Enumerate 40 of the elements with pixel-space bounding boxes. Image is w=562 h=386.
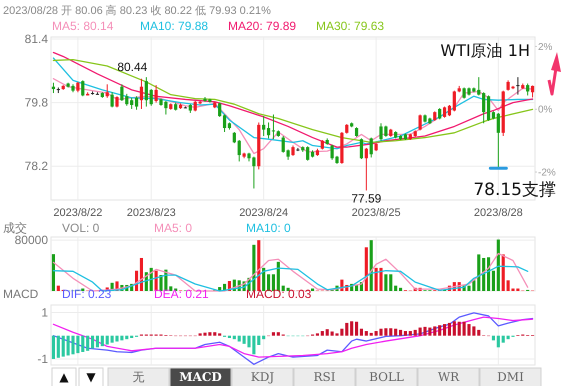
y-tick-label: 79.8 xyxy=(24,96,48,110)
category-label: WR xyxy=(438,370,460,384)
text: MA30: 79.63 xyxy=(316,19,384,33)
x-tick-label: 2023/8/23 xyxy=(126,207,176,219)
y-tick-label: 1 xyxy=(41,305,48,320)
y2-tick-label: 0% xyxy=(538,104,553,116)
category-label: ▼ xyxy=(86,370,96,384)
category-label: RSI xyxy=(314,370,336,384)
annotation: 80.44 xyxy=(117,60,148,74)
y-tick-label: -1 xyxy=(37,352,48,366)
y-axis-title: 成交 xyxy=(3,221,27,235)
x-tick-label: 2023/8/28 xyxy=(474,207,523,219)
text: MA5: 0 xyxy=(154,221,192,235)
category-label: DMI xyxy=(497,370,524,384)
text: MA10: 79.88 xyxy=(140,19,208,33)
y-tick-label: 81.4 xyxy=(24,32,48,46)
y-axis-title: MACD xyxy=(3,287,39,301)
category-label: KDJ xyxy=(250,370,274,384)
text: MA5: 80.14 xyxy=(52,19,114,33)
annotation: 77.59 xyxy=(351,191,382,206)
x-tick-label: 2023/8/22 xyxy=(53,207,102,219)
x-tick-label: 2023/8/24 xyxy=(239,207,288,219)
text: MA20: 79.89 xyxy=(228,19,296,33)
x-tick-label: 2023/8/25 xyxy=(352,207,401,219)
category-label: BOLL xyxy=(369,370,404,384)
y-tick-label: 78.2 xyxy=(24,159,48,174)
y2-tick-label: 2% xyxy=(538,42,553,53)
text: DIF: 0.23 xyxy=(62,287,112,301)
text: MA10: 0 xyxy=(246,221,292,235)
y-tick-label: 80000 xyxy=(14,233,48,248)
category-label: MACD xyxy=(179,370,222,384)
category-label: ▲ xyxy=(59,370,70,384)
chart-title: WTI原油 1H xyxy=(440,41,530,60)
text: DEA: 0.21 xyxy=(154,287,210,301)
ref-line-label: 78.15支撑 xyxy=(473,180,556,200)
category-label: 无 xyxy=(132,370,144,384)
series-label: VOL: 0 xyxy=(62,221,100,235)
y2-tick-label: -2% xyxy=(538,168,556,179)
text: 2023/08/28 开 80.06 高 80.23 收 80.22 低 79.93 0.21% xyxy=(3,4,272,17)
text: MACD: 0.03 xyxy=(246,287,312,301)
